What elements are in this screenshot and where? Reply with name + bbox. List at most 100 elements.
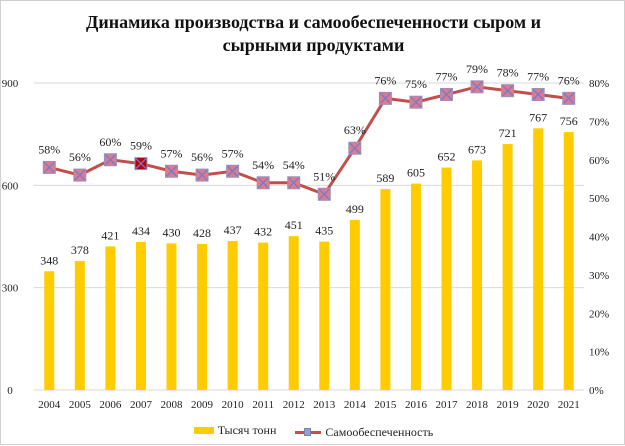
x-axis-tick-label: 2004 (38, 399, 61, 411)
line-data-label: 77% (527, 70, 549, 84)
bar (258, 242, 269, 390)
bar-data-label: 348 (40, 253, 58, 267)
x-axis-tick-label: 2019 (497, 399, 520, 411)
bar-data-label: 673 (468, 142, 486, 156)
line-marker-x (135, 158, 147, 170)
line-data-label: 60% (99, 135, 121, 149)
x-axis-tick-label: 2020 (527, 399, 550, 411)
bar-data-label: 767 (529, 110, 547, 124)
x-axis-tick-label: 2005 (69, 399, 92, 411)
line-marker-x (166, 165, 177, 177)
bar (44, 271, 55, 390)
line-data-label: 79% (466, 62, 488, 76)
left-axis-tick-label: 0 (7, 385, 13, 397)
line-data-label: 58% (38, 142, 60, 156)
line-marker-x (532, 89, 544, 100)
bar (319, 241, 330, 390)
line-marker-x (318, 188, 330, 200)
right-axis-tick-label: 20% (589, 308, 609, 320)
line-data-label: 75% (405, 77, 427, 91)
bar (441, 167, 452, 390)
legend-item-self-sufficiency: Самообеспеченность (295, 425, 433, 440)
line-marker-x (257, 177, 269, 189)
line-marker-x (563, 92, 575, 104)
line-data-label: 57% (222, 146, 244, 160)
right-axis-tick-label: 50% (589, 193, 609, 205)
line-data-label: 78% (497, 66, 519, 80)
legend-swatch-line (295, 428, 322, 436)
x-axis-tick-label: 2017 (436, 399, 459, 411)
legend-swatch-bar (193, 427, 214, 434)
bar-data-label: 421 (101, 228, 119, 242)
bar (533, 128, 544, 390)
right-axis-tick-label: 0% (589, 385, 604, 397)
line-marker-x (104, 154, 116, 166)
x-axis-tick-label: 2011 (252, 399, 274, 411)
bar (288, 236, 299, 390)
line-marker-x (379, 92, 391, 104)
x-axis-tick-label: 2021 (558, 399, 580, 411)
bar-data-label: 437 (224, 223, 242, 237)
line-marker-x (288, 177, 300, 189)
line-data-label: 77% (436, 70, 458, 84)
bar-data-label: 652 (438, 150, 456, 164)
line-data-label: 56% (69, 150, 91, 164)
x-axis-tick-label: 2010 (222, 399, 245, 411)
bar-data-label: 756 (560, 114, 578, 128)
line-marker-x (74, 169, 86, 181)
line-data-label: 63% (344, 123, 366, 137)
bar (105, 246, 116, 390)
right-axis-tick-label: 10% (589, 347, 609, 359)
chart-title: Динамика производства и самообеспеченнос… (1, 11, 625, 57)
x-axis-tick-label: 2006 (99, 399, 122, 411)
x-axis-tick-label: 2018 (466, 399, 489, 411)
line-marker-x (349, 142, 361, 154)
line-marker-x (410, 96, 422, 108)
legend-label: Самообеспеченность (325, 425, 434, 439)
bar (197, 244, 208, 390)
legend-label: Тысяч тонн (217, 423, 277, 437)
x-axis-tick-label: 2013 (313, 399, 336, 411)
bar-data-label: 378 (71, 243, 89, 257)
line-marker-x (441, 89, 452, 100)
chart-title-line-2: сырными продуктами (222, 35, 405, 55)
legend-item-production: Тысяч тонн (193, 423, 277, 438)
line-marker-x (502, 85, 514, 97)
right-axis-tick-label: 40% (589, 232, 609, 244)
line-data-label: 51% (313, 169, 335, 183)
left-axis-tick-label: 600 (2, 180, 19, 192)
bar-data-label: 589 (376, 171, 394, 185)
bar-data-label: 435 (315, 224, 333, 238)
x-axis-tick-label: 2016 (405, 399, 428, 411)
bar (135, 241, 146, 390)
right-axis-tick-label: 80% (589, 78, 609, 90)
bar-data-label: 605 (407, 166, 425, 180)
bar-data-label: 428 (193, 226, 211, 240)
bar-data-label: 432 (254, 225, 272, 239)
right-axis-tick-label: 60% (589, 155, 609, 167)
x-axis-tick-label: 2014 (344, 399, 367, 411)
line-marker-x (227, 165, 239, 177)
right-axis-tick-label: 30% (589, 270, 609, 282)
bar-data-label: 430 (163, 225, 181, 239)
x-axis-tick-label: 2012 (283, 399, 305, 411)
chart-title-line-1: Динамика производства и самообеспеченнос… (86, 12, 541, 32)
series-line (48, 85, 569, 197)
bar (227, 240, 238, 390)
bar (166, 243, 177, 390)
x-axis-tick-label: 2008 (161, 399, 184, 411)
bar-data-label: 451 (285, 218, 303, 232)
left-axis-tick-label: 900 (2, 78, 19, 90)
bar (472, 160, 483, 390)
bar (349, 219, 360, 390)
line-data-label: 54% (283, 158, 305, 172)
line-marker-x (196, 169, 208, 181)
bar-data-label: 499 (346, 202, 364, 216)
bar (74, 261, 85, 390)
bar-data-label: 721 (499, 126, 517, 140)
line-data-label: 59% (130, 139, 152, 153)
line-data-label: 76% (558, 73, 580, 87)
x-axis-tick-label: 2009 (191, 399, 214, 411)
